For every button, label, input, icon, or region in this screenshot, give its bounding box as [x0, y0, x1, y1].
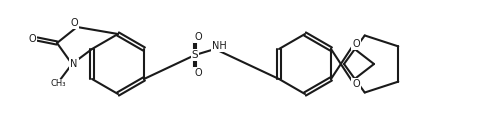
Text: N: N: [70, 59, 78, 69]
Text: O: O: [352, 79, 360, 89]
Text: CH₃: CH₃: [50, 80, 66, 89]
Text: O: O: [194, 32, 202, 42]
Text: S: S: [192, 50, 198, 60]
Text: O: O: [352, 39, 360, 49]
Text: O: O: [70, 18, 78, 28]
Text: NH: NH: [212, 41, 227, 51]
Text: O: O: [194, 68, 202, 78]
Text: O: O: [28, 34, 36, 44]
